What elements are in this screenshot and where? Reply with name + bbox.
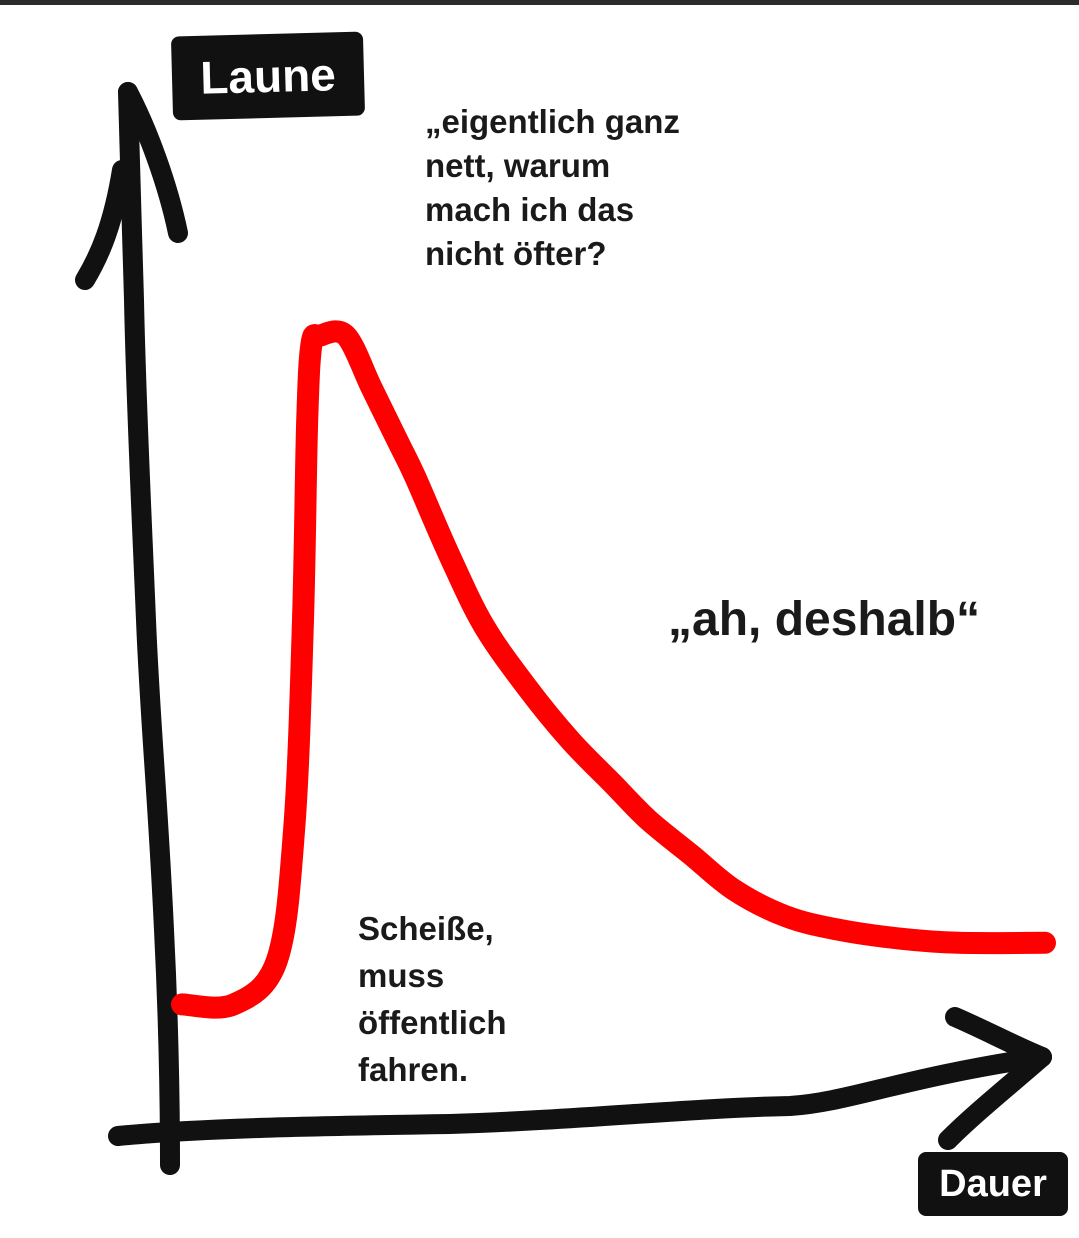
annotation-start: Scheiße, muss öffentlich fahren. [358,910,507,1088]
x-axis-label: Dauer [918,1152,1068,1216]
y-axis-arrowhead [75,82,188,290]
x-axis-line [108,1047,1052,1146]
annotation-decline: „ah, deshalb“ [668,593,981,646]
x-axis-arrowhead [938,1007,1052,1150]
series-line [171,320,1056,1019]
y-axis-label: Laune [170,31,366,121]
top-rule [0,0,1079,5]
annotation-peak: „eigentlich ganz nett, warum mach ich da… [425,103,680,272]
y-axis-line [118,82,180,1175]
